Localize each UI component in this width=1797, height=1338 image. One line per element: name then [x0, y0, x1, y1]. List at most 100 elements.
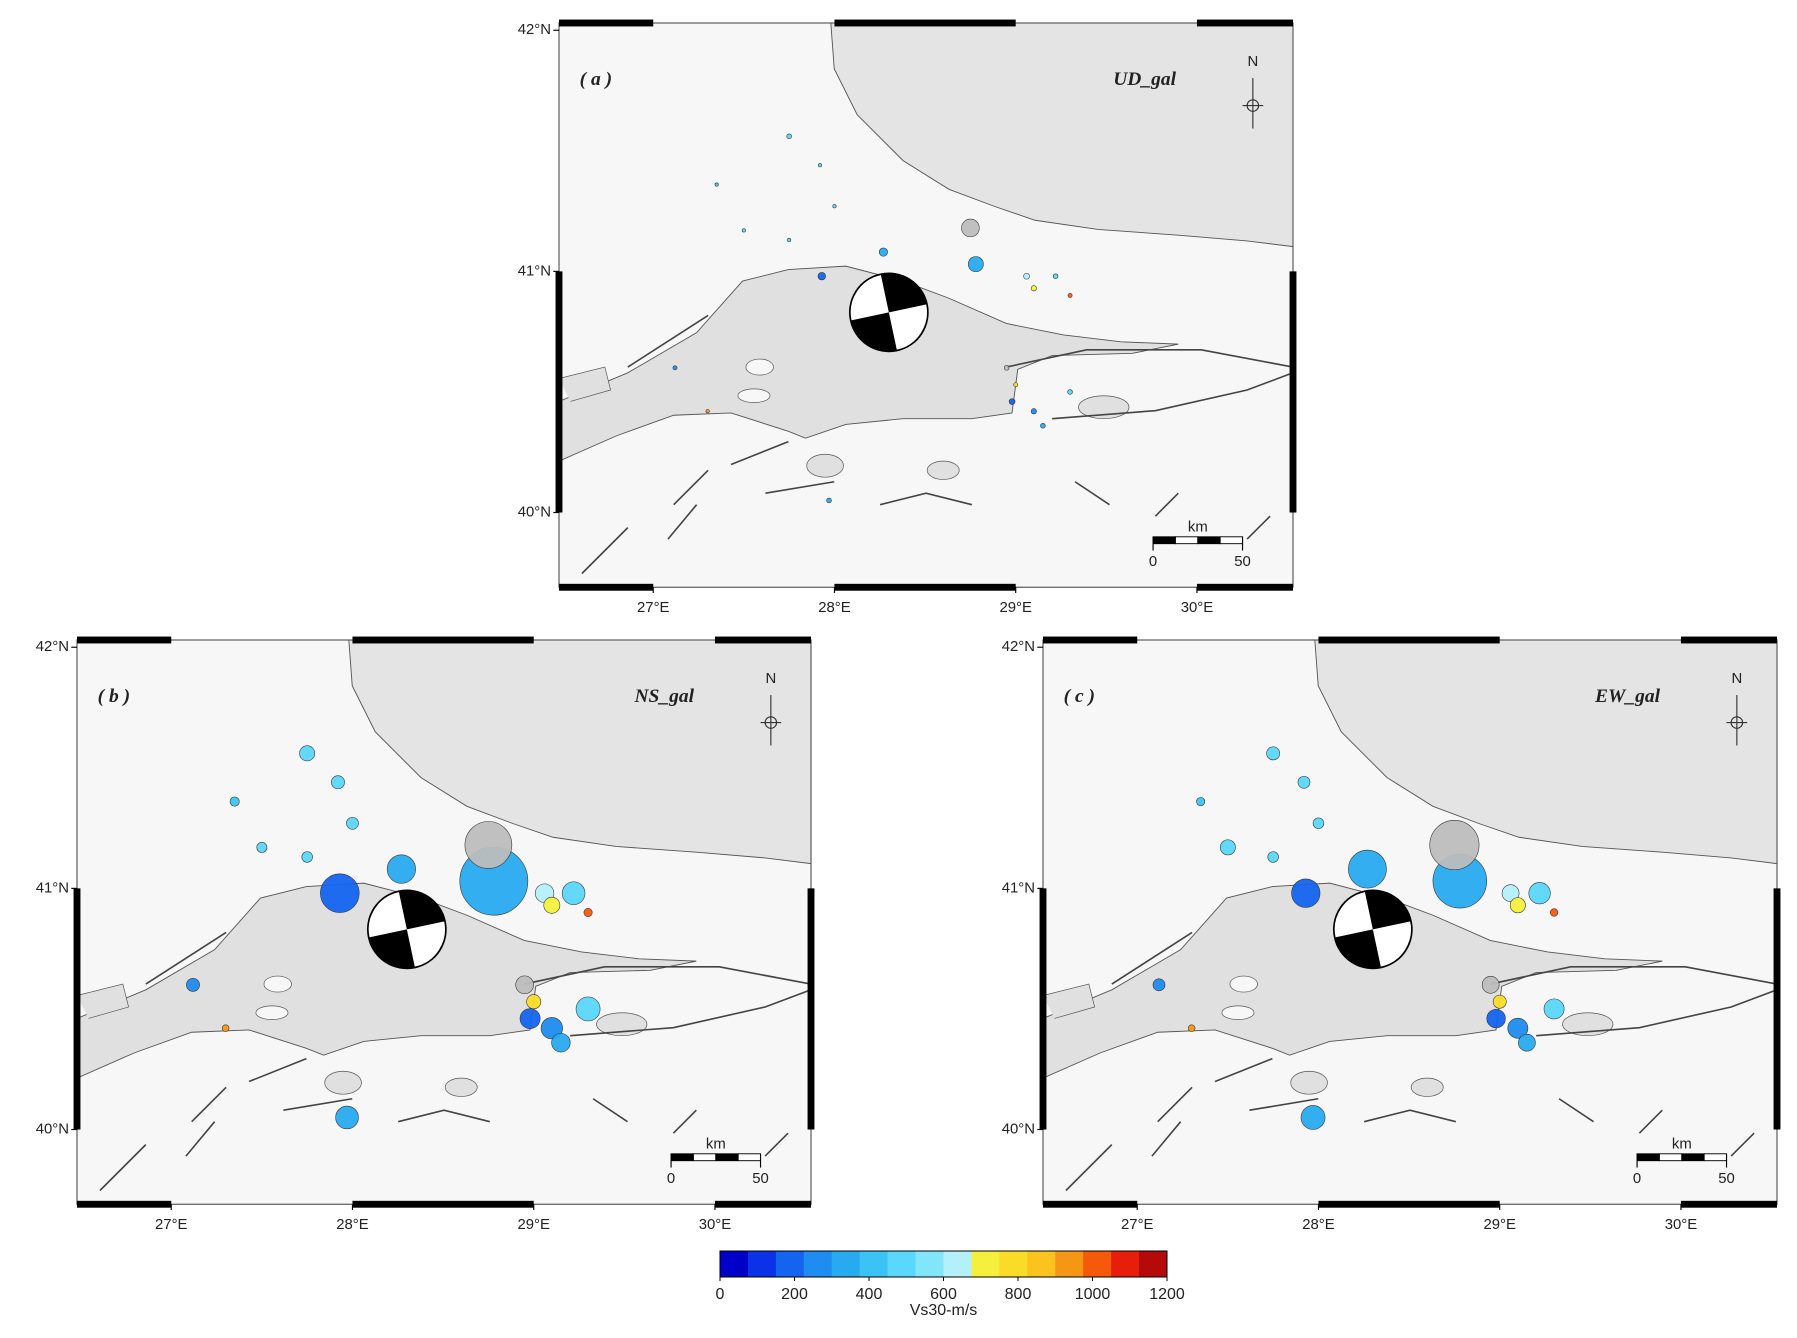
map-panel: 27°E 28°E 29°E 30°E 42°N 41°N 40°N ( a ) UD_gal N… — [518, 19, 1297, 616]
station — [1348, 849, 1387, 889]
scale-bar-segment — [1174, 536, 1199, 545]
colorbar-swatch — [775, 1251, 805, 1277]
station — [1013, 382, 1019, 388]
station — [714, 182, 719, 187]
station — [1219, 839, 1236, 856]
component-label: UD_gal — [1113, 69, 1176, 90]
station — [331, 775, 345, 790]
lon-tick-label: 27°E — [637, 600, 670, 616]
station — [320, 873, 360, 913]
station — [519, 1008, 541, 1029]
north-arrow — [1730, 716, 1744, 729]
colorbar-swatch — [1027, 1251, 1056, 1277]
scale-tick-label: 50 — [1234, 554, 1251, 570]
frame-bar — [1318, 636, 1500, 644]
scale-bar-segment — [1703, 1153, 1727, 1162]
lat-tick-label: 42°N — [36, 639, 69, 655]
station — [1492, 994, 1507, 1009]
station — [1152, 978, 1166, 992]
station — [832, 204, 837, 209]
station — [1267, 851, 1279, 863]
colorbar-swatch — [1111, 1251, 1140, 1277]
lon-tick-label: 28°E — [818, 600, 851, 616]
map-panel: 27°E 28°E 29°E 30°E 42°N 41°N 40°N ( b ) NS_gal N… — [36, 636, 815, 1233]
station — [967, 256, 984, 273]
frame-bar — [73, 888, 81, 1130]
station — [561, 881, 586, 905]
station — [335, 1105, 359, 1130]
frame-bar — [555, 271, 563, 513]
frame-bar — [807, 888, 815, 1130]
lat-tick-label: 41°N — [36, 880, 69, 896]
lat-tick-label: 42°N — [1002, 639, 1035, 655]
north-label: N — [1731, 671, 1742, 687]
station — [543, 896, 561, 914]
station — [299, 745, 316, 762]
panel-label: ( a ) — [580, 69, 612, 90]
station — [1481, 976, 1500, 994]
colorbar-swatch — [831, 1251, 861, 1277]
focal-mechanism — [366, 889, 447, 970]
north-label: N — [1247, 54, 1258, 70]
colorbar-tick-label: 1200 — [1149, 1286, 1185, 1303]
colorbar-swatch — [747, 1251, 777, 1277]
colorbar-swatch — [999, 1251, 1028, 1277]
frame-bar — [1318, 1200, 1500, 1208]
station — [1030, 285, 1037, 292]
colorbar-swatch — [1083, 1251, 1112, 1277]
station — [1266, 746, 1281, 761]
colorbar-tick-label: 800 — [1005, 1286, 1032, 1303]
lat-tick-label: 40°N — [36, 1121, 69, 1137]
station — [961, 218, 980, 238]
lon-tick-label: 29°E — [999, 600, 1032, 616]
frame-bar — [834, 583, 1016, 591]
station — [1003, 365, 1010, 371]
scale-bar-segment — [1681, 1153, 1705, 1162]
station — [1297, 775, 1311, 789]
north-arrow — [764, 716, 778, 729]
focal-mechanism — [848, 272, 929, 353]
colorbar-swatch — [720, 1251, 749, 1277]
station — [515, 975, 534, 995]
scale-bar-segment — [715, 1153, 739, 1162]
station — [1549, 908, 1559, 917]
station — [229, 796, 240, 807]
focal-mechanism — [1332, 889, 1413, 970]
lat-tick-label: 40°N — [1002, 1121, 1035, 1137]
station — [1543, 998, 1565, 1020]
colorbar-swatch — [915, 1251, 944, 1277]
station — [786, 133, 792, 140]
north-label: N — [765, 671, 776, 687]
lat-tick-label: 41°N — [1002, 880, 1035, 896]
scale-bar-segment — [1219, 536, 1243, 545]
frame-bar — [1680, 636, 1777, 644]
station — [186, 977, 200, 992]
lat-tick-label: 40°N — [518, 504, 551, 520]
station — [1067, 389, 1073, 395]
frame-bar — [1680, 1200, 1777, 1208]
station — [575, 996, 601, 1022]
frame-bar — [1039, 888, 1047, 1130]
lon-tick-label: 30°E — [1181, 600, 1214, 616]
panel-label: ( b ) — [98, 686, 130, 707]
scale-bar-segment — [692, 1153, 717, 1162]
station — [1008, 398, 1016, 405]
lat-tick-label: 41°N — [518, 263, 551, 279]
colorbar-label: Vs30-m/s — [910, 1302, 978, 1319]
station — [1518, 1033, 1536, 1052]
station — [346, 816, 359, 830]
lon-tick-label: 29°E — [517, 1217, 550, 1233]
scale-bar-segment — [670, 1153, 694, 1162]
lon-tick-label: 30°E — [699, 1217, 732, 1233]
scale-tick-label: 50 — [1718, 1171, 1735, 1187]
frame-bar — [834, 19, 1016, 27]
colorbar-swatch — [859, 1251, 889, 1277]
frame-bar — [77, 636, 172, 644]
station — [551, 1033, 571, 1053]
frame-bar — [1043, 636, 1138, 644]
station — [583, 908, 593, 917]
station — [817, 272, 826, 281]
station — [1040, 423, 1046, 429]
colorbar-tick-label: 0 — [716, 1286, 725, 1303]
